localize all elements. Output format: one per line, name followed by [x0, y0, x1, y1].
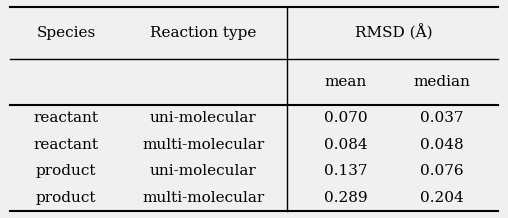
Text: 0.137: 0.137 [324, 164, 367, 178]
Text: reactant: reactant [34, 138, 99, 152]
Text: multi-molecular: multi-molecular [142, 191, 264, 205]
Text: reactant: reactant [34, 111, 99, 125]
Text: uni-molecular: uni-molecular [150, 111, 257, 125]
Text: 0.076: 0.076 [420, 164, 464, 178]
Text: 0.084: 0.084 [324, 138, 367, 152]
Text: mean: mean [324, 75, 367, 89]
Text: 0.070: 0.070 [324, 111, 367, 125]
Text: 0.289: 0.289 [324, 191, 367, 205]
Text: product: product [36, 164, 97, 178]
Text: uni-molecular: uni-molecular [150, 164, 257, 178]
Text: product: product [36, 191, 97, 205]
Text: 0.204: 0.204 [420, 191, 464, 205]
Text: Species: Species [37, 26, 96, 40]
Text: 0.048: 0.048 [420, 138, 464, 152]
Text: Reaction type: Reaction type [150, 26, 257, 40]
Text: 0.037: 0.037 [420, 111, 464, 125]
Text: median: median [414, 75, 470, 89]
Text: multi-molecular: multi-molecular [142, 138, 264, 152]
Text: RMSD (Å): RMSD (Å) [355, 25, 432, 41]
